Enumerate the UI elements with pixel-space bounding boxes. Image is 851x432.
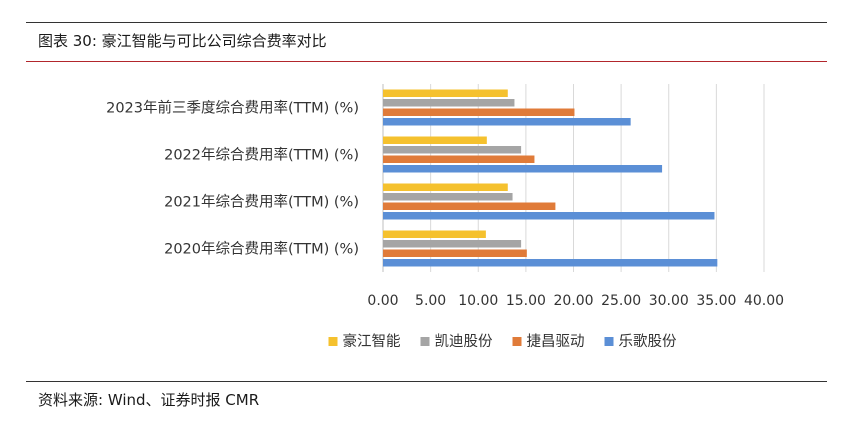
title-underline — [26, 61, 827, 62]
legend-label: 捷昌驱动 — [527, 333, 585, 350]
bar-豪江智能 — [383, 183, 508, 191]
category-label: 2023年前三季度综合费用率(TTM) (%) — [106, 100, 359, 117]
bar-凯迪股份 — [383, 193, 513, 201]
bar-豪江智能 — [383, 136, 487, 144]
bar-乐歌股份 — [383, 259, 718, 267]
x-tick-label: 20.00 — [553, 293, 593, 309]
bar-chart: 2023年前三季度综合费用率(TTM) (%) 2022年综合费用率(TTM) (… — [106, 84, 784, 350]
legend-swatch — [604, 337, 614, 346]
bar-豪江智能 — [383, 230, 486, 238]
bars — [383, 89, 718, 267]
x-tick-label: 0.00 — [367, 293, 398, 309]
source-note: 资料来源: Wind、证券时报 CMR — [38, 391, 260, 409]
x-tick-label: 10.00 — [458, 293, 498, 309]
legend-swatch — [328, 337, 338, 346]
legend-swatch — [512, 337, 522, 346]
x-tick-label: 30.00 — [649, 293, 689, 309]
legend-swatch — [420, 337, 430, 346]
x-tick-label: 15.00 — [506, 293, 546, 309]
legend-label: 豪江智能 — [343, 333, 401, 350]
legend-label: 乐歌股份 — [619, 333, 677, 350]
bar-乐歌股份 — [383, 212, 715, 220]
bar-捷昌驱动 — [383, 155, 535, 163]
bar-捷昌驱动 — [383, 249, 527, 257]
bar-凯迪股份 — [383, 99, 515, 107]
x-tick-label: 35.00 — [696, 293, 736, 309]
category-label: 2020年综合费用率(TTM) (%) — [164, 241, 359, 258]
legend: 豪江智能 凯迪股份 捷昌驱动 乐歌股份 — [328, 333, 677, 350]
bar-豪江智能 — [383, 89, 508, 97]
bar-乐歌股份 — [383, 165, 663, 173]
category-label: 2022年综合费用率(TTM) (%) — [164, 147, 359, 164]
category-labels: 2023年前三季度综合费用率(TTM) (%) 2022年综合费用率(TTM) (… — [106, 100, 359, 258]
x-tick-label: 5.00 — [415, 293, 446, 309]
bar-乐歌股份 — [383, 118, 631, 126]
bar-捷昌驱动 — [383, 108, 575, 116]
top-rule — [26, 22, 827, 23]
bar-凯迪股份 — [383, 146, 522, 154]
bar-捷昌驱动 — [383, 202, 556, 210]
legend-label: 凯迪股份 — [435, 333, 493, 350]
category-label: 2021年综合费用率(TTM) (%) — [164, 194, 359, 211]
bar-凯迪股份 — [383, 240, 522, 248]
bottom-rule — [26, 381, 827, 382]
x-tick-labels: 0.00 5.00 10.00 15.00 20.00 25.00 30.00 35.00 40… — [367, 293, 784, 309]
x-tick-label: 40.00 — [744, 293, 784, 309]
x-tick-label: 25.00 — [601, 293, 641, 309]
figure-title: 图表 30: 豪江智能与可比公司综合费率对比 — [38, 32, 327, 50]
